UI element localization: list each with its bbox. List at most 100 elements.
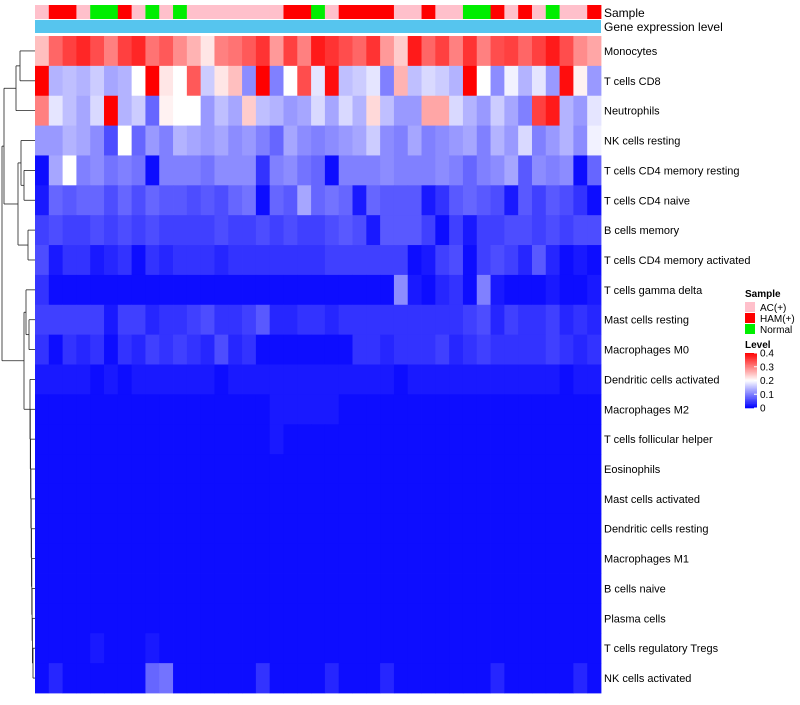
- sample-annotation-cell: [449, 5, 464, 19]
- heatmap-cell: [90, 543, 105, 574]
- sample-annotation-cell: [366, 5, 381, 19]
- row-label: Macrophages M2: [604, 404, 689, 416]
- row-label: Eosinophils: [604, 464, 661, 476]
- level-gradient-step: [745, 356, 757, 358]
- heatmap-cell: [117, 454, 133, 485]
- heatmap-cell: [200, 125, 215, 156]
- heatmap-cell: [104, 543, 119, 574]
- heatmap-cell: [104, 483, 119, 515]
- heatmap-cell: [476, 603, 491, 634]
- heatmap-cell: [200, 245, 215, 276]
- heatmap-cell: [214, 185, 229, 216]
- heatmap-cell: [214, 334, 229, 365]
- heatmap-cell: [311, 304, 326, 336]
- heatmap-cell: [242, 125, 257, 156]
- heatmap-cell: [407, 304, 422, 336]
- heatmap-cell: [255, 36, 271, 67]
- heatmap-cell: [366, 573, 381, 604]
- heatmap-cell: [490, 65, 505, 97]
- heatmap-cell: [449, 334, 464, 365]
- heatmap-cell: [214, 95, 229, 126]
- heatmap-cell: [159, 274, 174, 306]
- heatmap-cell: [311, 274, 326, 306]
- heatmap-cell: [269, 364, 284, 395]
- heatmap-cell: [476, 543, 491, 574]
- heatmap-cell: [531, 573, 547, 604]
- heatmap-cell: [131, 454, 146, 485]
- heatmap-cell: [380, 603, 395, 634]
- heatmap-cell: [421, 215, 436, 246]
- row-label: T cells CD4 memory resting: [604, 165, 740, 177]
- row-label: T cells CD8: [604, 76, 661, 88]
- heatmap-cell: [324, 483, 340, 515]
- heatmap-cell: [545, 185, 560, 216]
- heatmap-cell: [200, 513, 215, 545]
- heatmap-cell: [366, 36, 381, 67]
- heatmap-cell: [545, 65, 560, 97]
- heatmap-cell: [90, 155, 105, 186]
- heatmap-cell: [228, 394, 243, 425]
- heatmap-cell: [242, 483, 257, 515]
- level-gradient-step: [745, 392, 757, 394]
- heatmap-cell: [518, 245, 533, 276]
- heatmap-cell: [228, 95, 243, 126]
- heatmap-cell: [173, 334, 188, 365]
- heatmap-cell: [518, 125, 533, 156]
- heatmap-cell: [200, 394, 215, 425]
- heatmap-cell: [435, 215, 450, 246]
- heatmap-cell: [476, 364, 491, 395]
- heatmap-cell: [311, 603, 326, 634]
- heatmap-cell: [255, 454, 271, 485]
- heatmap-cell: [242, 513, 257, 545]
- heatmap-cell: [48, 304, 63, 336]
- heatmap-cell: [242, 155, 257, 186]
- heatmap-cell: [421, 394, 436, 425]
- heatmap-cell: [531, 274, 547, 306]
- heatmap-cell: [159, 334, 174, 365]
- legend-item-label: Normal: [760, 325, 792, 336]
- heatmap-cell: [504, 424, 519, 455]
- heatmap-cell: [200, 424, 215, 455]
- heatmap-cell: [131, 274, 146, 306]
- heatmap-cell: [476, 573, 491, 604]
- heatmap-cell: [76, 603, 91, 634]
- heatmap-cell: [559, 454, 574, 485]
- heatmap-cell: [407, 245, 422, 276]
- heatmap-cell: [76, 155, 91, 186]
- heatmap-cell: [186, 125, 202, 156]
- heatmap-cell: [145, 543, 160, 574]
- level-gradient-step: [745, 401, 757, 403]
- heatmap-cell: [421, 334, 436, 365]
- heatmap-cell: [255, 304, 271, 336]
- heatmap-cell: [62, 454, 77, 485]
- heatmap-cell: [104, 394, 119, 425]
- sample-annotation-cell: [311, 5, 326, 19]
- heatmap-cell: [476, 454, 491, 485]
- heatmap-cell: [145, 394, 160, 425]
- heatmap-cell: [545, 573, 560, 604]
- heatmap-cell: [587, 125, 602, 156]
- heatmap-cell: [131, 245, 146, 276]
- heatmap-cell: [573, 603, 588, 634]
- heatmap-cell: [380, 95, 395, 126]
- heatmap-cell: [76, 573, 91, 604]
- heatmap-cell: [186, 633, 202, 664]
- heatmap-cell: [462, 185, 478, 216]
- heatmap-cell: [435, 36, 450, 67]
- heatmap-cell: [200, 334, 215, 365]
- heatmap-cell: [352, 36, 367, 67]
- heatmap-cell: [587, 513, 602, 545]
- heatmap-cell: [269, 424, 284, 455]
- sample-annotation-cell: [283, 5, 298, 19]
- heatmap-cell: [214, 454, 229, 485]
- heatmap-cell: [407, 513, 422, 545]
- heatmap-cell: [366, 454, 381, 485]
- heatmap-cell: [104, 36, 119, 67]
- level-gradient-step: [745, 357, 757, 359]
- heatmap-cell: [393, 185, 409, 216]
- heatmap-cell: [435, 483, 450, 515]
- heatmap-cell: [407, 155, 422, 186]
- heatmap-cell: [48, 95, 63, 126]
- level-gradient-step: [745, 379, 757, 381]
